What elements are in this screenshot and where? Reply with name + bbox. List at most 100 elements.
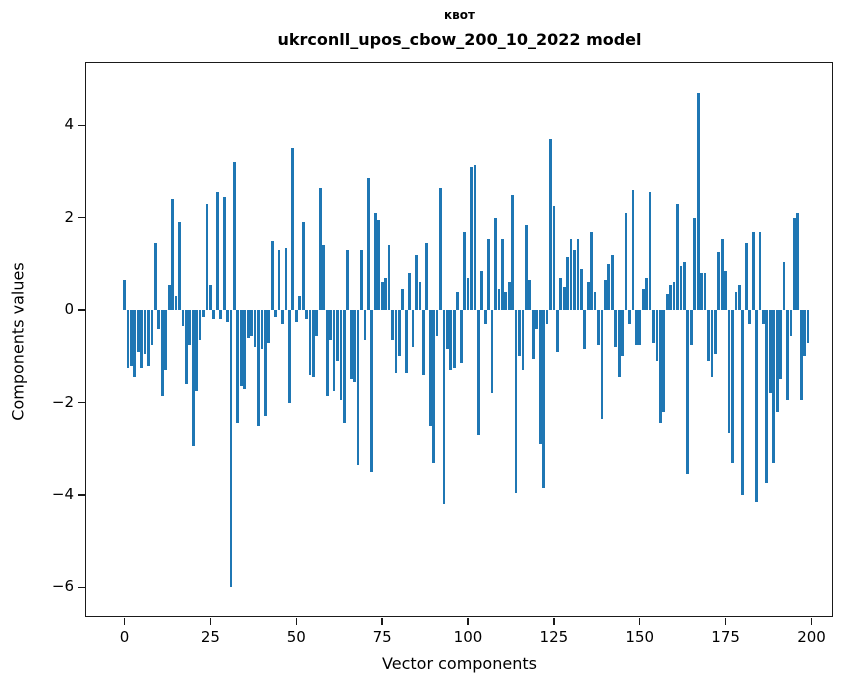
bar (762, 310, 765, 325)
bar (562, 287, 566, 311)
bar (738, 284, 741, 311)
bar (511, 194, 515, 311)
bar (751, 231, 755, 311)
bar (456, 291, 460, 311)
y-tick-mark (78, 401, 85, 404)
bar (332, 310, 336, 392)
bar (339, 310, 343, 401)
bar (318, 187, 322, 311)
bar (439, 187, 442, 311)
x-tick-mark (295, 618, 297, 625)
bar (205, 203, 209, 311)
bar (133, 310, 137, 378)
bar (614, 310, 618, 348)
bar (727, 310, 731, 433)
bar (672, 282, 676, 311)
bar (463, 231, 466, 311)
bar (167, 284, 171, 311)
bar (428, 310, 432, 426)
x-tick-mark (467, 618, 469, 625)
bar (542, 310, 545, 489)
bar (641, 289, 645, 311)
bar (404, 310, 408, 373)
bar (284, 247, 288, 311)
bar (518, 310, 521, 357)
bar (731, 310, 734, 463)
bar (174, 296, 178, 311)
bar (607, 263, 611, 311)
bar (593, 291, 597, 311)
bar (648, 192, 652, 311)
bar (569, 238, 573, 311)
bar (696, 92, 700, 311)
bar (253, 310, 257, 348)
bar (160, 310, 164, 396)
bar (442, 310, 446, 505)
y-axis-label: Components values (8, 262, 28, 421)
bar (184, 310, 188, 385)
bar (305, 310, 308, 320)
bar (394, 310, 398, 373)
bar (566, 257, 569, 311)
bar (693, 217, 697, 311)
bar (545, 310, 549, 325)
bar (724, 270, 728, 311)
bar (171, 199, 174, 311)
y-tick-mark (78, 124, 85, 126)
bar (779, 310, 782, 380)
bar (418, 282, 422, 311)
bar (377, 220, 381, 311)
bar (483, 310, 487, 325)
bar (459, 310, 463, 364)
x-tick-label: 50 (286, 628, 306, 646)
bar (645, 277, 648, 311)
bar (638, 310, 642, 345)
bar (267, 310, 271, 343)
bar (408, 273, 411, 311)
bar (538, 310, 542, 445)
bar (329, 310, 332, 341)
bar (720, 238, 724, 311)
y-tick-label: 4 (64, 115, 74, 134)
bar (233, 162, 236, 311)
bar (260, 310, 264, 350)
bar (243, 310, 247, 389)
x-tick-mark (381, 618, 383, 625)
bar (219, 310, 223, 320)
bar (597, 310, 600, 345)
bar (782, 261, 786, 311)
bar (246, 310, 250, 338)
bar (322, 245, 326, 311)
bar (195, 310, 199, 392)
bar (360, 250, 363, 311)
bar (147, 310, 150, 366)
bar (308, 310, 312, 375)
bar (123, 280, 126, 311)
bar (487, 238, 490, 311)
bar (659, 310, 662, 424)
bar (215, 192, 219, 311)
bar (126, 310, 130, 368)
bar (294, 310, 298, 322)
bar (380, 282, 384, 311)
bar (713, 310, 717, 355)
bar (446, 310, 449, 350)
bar (257, 310, 260, 426)
bar (758, 231, 762, 311)
bar (222, 196, 226, 311)
x-tick-label: 75 (372, 628, 392, 646)
bar (397, 310, 401, 357)
x-tick-label: 125 (539, 628, 569, 646)
bar (507, 282, 511, 311)
bar (624, 213, 628, 311)
bar (500, 238, 504, 311)
bar (198, 310, 202, 341)
bar (270, 240, 274, 311)
y-tick-label: −2 (51, 392, 74, 411)
chart-title: квот (444, 8, 475, 22)
y-tick-label: 0 (64, 300, 74, 319)
bar (600, 310, 604, 419)
bar (136, 310, 140, 352)
x-tick-mark (553, 618, 555, 625)
bar (164, 310, 168, 371)
